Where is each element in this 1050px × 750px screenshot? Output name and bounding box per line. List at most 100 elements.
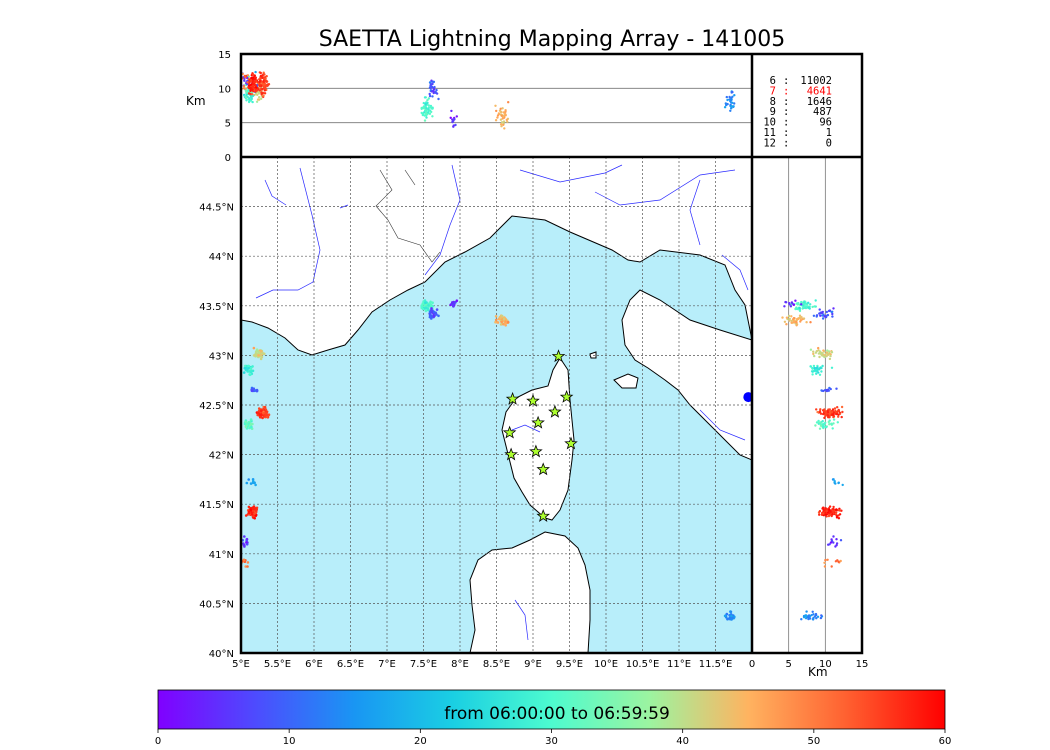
rivers: [255, 164, 749, 641]
lightning-point: [437, 314, 440, 318]
altitude-point-lon: [249, 83, 253, 86]
lon-tick-label: 9°E: [524, 659, 542, 670]
lightning-point: [429, 309, 433, 313]
stat-value: 4641: [807, 85, 832, 97]
altitude-point-lat: [827, 309, 831, 313]
stat-value: 11002: [800, 75, 832, 87]
altitude-point-lat: [807, 301, 810, 304]
altitude-point-lon: [500, 114, 503, 117]
altitude-point-lon: [260, 97, 263, 101]
right-reference-lines: [788, 157, 826, 653]
stat-label: 8: [770, 96, 776, 108]
altitude-point-lat: [828, 505, 832, 508]
altitude-point-lat: [832, 418, 836, 421]
stat-separator: :: [783, 106, 789, 118]
altitude-point-lat: [836, 421, 839, 424]
altitude-point-lon: [422, 101, 425, 105]
lightning-point: [243, 366, 247, 370]
altitude-point-lon: [243, 79, 246, 82]
altitude-point-lon: [263, 73, 266, 76]
lightning-point: [502, 317, 506, 321]
altitude-point-lat: [790, 319, 793, 323]
altitude-point-lat: [825, 355, 828, 358]
lightning-point: [730, 614, 733, 618]
altitude-point-lon: [725, 95, 728, 99]
right-alt-tick-label: 5: [785, 659, 791, 670]
altitude-point-lon: [455, 115, 458, 118]
lightning-point: [247, 364, 250, 368]
altitude-point-lon: [427, 104, 430, 107]
altitude-point-lat: [825, 314, 828, 317]
lightning-point: [430, 315, 434, 318]
altitude-point-lat: [828, 511, 831, 515]
altitude-point-lat: [790, 321, 793, 324]
altitude-point-lon: [251, 89, 254, 92]
altitude-point-lat: [802, 317, 806, 320]
lightning-point: [246, 565, 249, 568]
altitude-point-lat: [796, 317, 800, 321]
lightning-point: [253, 512, 256, 515]
stat-label: 11: [763, 127, 776, 139]
altitude-point-lat: [814, 614, 818, 617]
lightning-point: [251, 479, 255, 483]
altitude-point-lat: [832, 422, 835, 425]
lightning-point: [247, 505, 251, 509]
stat-label: 9: [770, 106, 776, 118]
land-elba: [613, 373, 639, 389]
altitude-point-lon: [255, 86, 258, 89]
altitude-point-lon: [731, 90, 734, 94]
lightning-point: [494, 315, 498, 318]
altitude-point-lat: [814, 424, 817, 427]
altitude-point-lat: [827, 416, 830, 419]
station-star-icon: [504, 447, 518, 461]
altitude-point-lon: [264, 86, 267, 89]
altitude-point-lon: [255, 89, 259, 92]
altitude-point-lat: [802, 301, 806, 304]
altitude-point-lat: [837, 517, 841, 520]
altitude-point-lat: [809, 321, 812, 324]
altitude-point-lat: [826, 409, 829, 413]
altitude-point-lat: [811, 305, 814, 309]
lightning-point: [255, 389, 259, 393]
altitude-point-lon: [246, 74, 250, 77]
altitude-point-lon: [450, 109, 453, 113]
altitude-point-lat: [814, 299, 817, 302]
altitude-point-lat: [818, 350, 822, 353]
lightning-point: [245, 543, 249, 546]
altitude-point-lat: [824, 511, 827, 515]
altitude-point-lat: [807, 306, 810, 309]
altitude-point-lat: [831, 427, 834, 430]
station-markers: [502, 349, 578, 522]
altitude-point-lon: [729, 109, 732, 113]
altitude-point-lat: [839, 559, 842, 563]
lightning-point: [243, 422, 247, 426]
lightning-point: [254, 352, 258, 355]
altitude-point-lat: [818, 427, 822, 430]
altitude-point-lat: [791, 302, 794, 305]
lightning-point: [250, 389, 254, 393]
stat-value: 1646: [807, 96, 832, 108]
altitude-point-lon: [499, 123, 503, 126]
altitude-point-lat: [814, 351, 818, 354]
right-alt-tick-label: 0: [749, 659, 755, 670]
lightning-point: [500, 314, 504, 318]
lightning-point: [506, 320, 510, 324]
lightning-point: [242, 558, 246, 562]
lon-tick-label: 5.5°E: [264, 659, 291, 670]
altitude-point-lon: [425, 107, 428, 110]
altitude-point-lon: [250, 76, 253, 80]
right-altitude-panel: 0 5 10 15 Km: [749, 157, 868, 679]
altitude-point-lat: [832, 478, 835, 481]
station-star-icon: [531, 415, 545, 429]
lightning-point: [258, 415, 262, 419]
altitude-point-lon: [423, 119, 427, 122]
altitude-point-lat: [826, 414, 830, 417]
altitude-point-lat: [818, 373, 822, 376]
altitude-point-lon: [428, 81, 432, 84]
altitude-point-lon: [258, 96, 261, 99]
altitude-point-lon: [430, 90, 433, 93]
lightning-point: [496, 321, 499, 324]
altitude-point-lat: [838, 513, 842, 516]
station-star-icon: [559, 389, 574, 403]
